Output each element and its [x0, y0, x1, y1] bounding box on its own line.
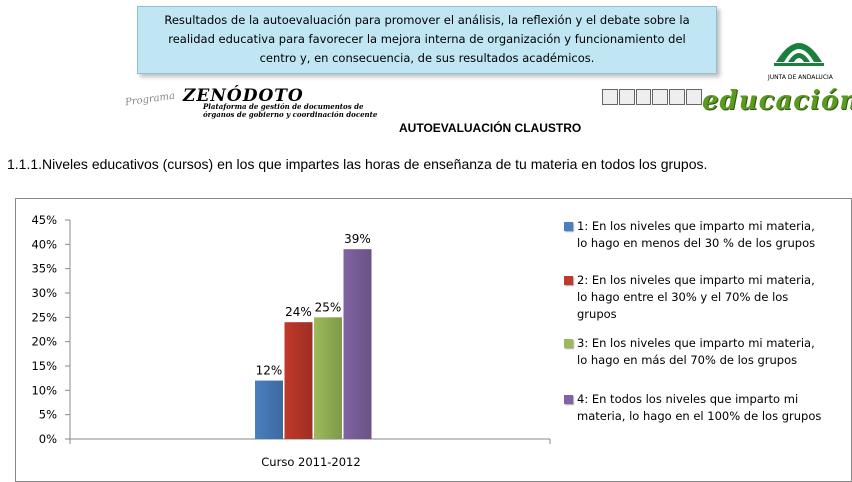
legend-item: 3: En los niveles que imparto mi materia…	[563, 335, 848, 369]
bar-shading	[284, 322, 313, 439]
zenodoto-subtitle-line: Plataforma de gestión de documentos de	[203, 102, 364, 111]
educacion-photo-strip	[602, 89, 702, 105]
legend-label: 4: En todos los niveles que imparto mi m…	[577, 392, 822, 423]
question-text: 1.1.1.Niveles educativos (cursos) en los…	[7, 156, 708, 172]
bar-data-label: 25%	[315, 300, 342, 314]
legend-label: 2: En los niveles que imparto mi materia…	[577, 273, 815, 321]
y-tick-label: 25%	[31, 310, 57, 324]
legend-swatch	[564, 395, 573, 404]
educacion-label: educación	[702, 86, 852, 116]
legend-item: 4: En todos los niveles que imparto mi m…	[563, 391, 848, 425]
y-tick-label: 35%	[31, 262, 57, 276]
zenodoto-title: ZENÓDOTO	[183, 86, 304, 106]
junta-label: JUNTA DE ANDALUCIA	[768, 74, 833, 81]
bar-data-label: 12%	[256, 364, 283, 378]
educacion-logo: educación	[602, 86, 852, 120]
bar-data-label: 24%	[285, 305, 312, 319]
zenodoto-logo: Programa ZENÓDOTO Plataforma de gestión …	[124, 86, 390, 122]
legend-item: 2: En los niveles que imparto mi materia…	[563, 272, 848, 323]
y-tick-label: 0%	[39, 432, 57, 446]
legend-item: 1: En los niveles que imparto mi materia…	[563, 218, 848, 252]
y-tick-label: 45%	[31, 213, 57, 227]
banner-line: Resultados de la autoevaluación para pro…	[164, 13, 690, 27]
legend-swatch	[564, 222, 573, 231]
bar-shading	[314, 317, 342, 439]
y-tick-label: 40%	[31, 237, 57, 251]
category-label: Curso 2011-2012	[261, 455, 360, 469]
y-tick-label: 10%	[31, 383, 57, 397]
bar-shading	[343, 249, 372, 439]
banner-line: centro y, en consecuencia, de sus result…	[259, 51, 595, 65]
junta-emblem-icon	[774, 43, 824, 66]
y-tick-label: 20%	[31, 335, 57, 349]
y-tick-label: 15%	[31, 359, 57, 373]
header-banner: Resultados de la autoevaluación para pro…	[137, 6, 717, 74]
section-title: AUTOEVALUACIÓN CLAUSTRO	[399, 121, 582, 135]
bar-labels-group: 12% 24% 25% 39%	[256, 232, 371, 377]
zenodoto-subtitle: Plataforma de gestión de documentos de ó…	[203, 103, 377, 119]
bar-data-label: 39%	[344, 232, 371, 246]
bars-group	[255, 249, 372, 439]
junta-andalucia-logo: JUNTA DE ANDALUCIA	[768, 30, 833, 81]
legend-label: 3: En los niveles que imparto mi materia…	[577, 336, 815, 367]
chart-legend: 1: En los niveles que imparto mi materia…	[563, 218, 848, 425]
legend-swatch	[564, 276, 573, 285]
zenodoto-subtitle-line: órganos de gobierno y coordinación docen…	[203, 110, 378, 119]
y-tick-label: 30%	[31, 286, 57, 300]
y-tick-label: 5%	[39, 408, 57, 422]
y-axis: 0% 5% 10% 15% 20% 25% 30% 35% 40% 45%	[31, 213, 70, 446]
bar-shading	[255, 380, 283, 439]
banner-line: realidad educativa para favorecer la mej…	[168, 32, 686, 46]
legend-swatch	[564, 339, 573, 348]
legend-label: 1: En los niveles que imparto mi materia…	[577, 219, 816, 250]
